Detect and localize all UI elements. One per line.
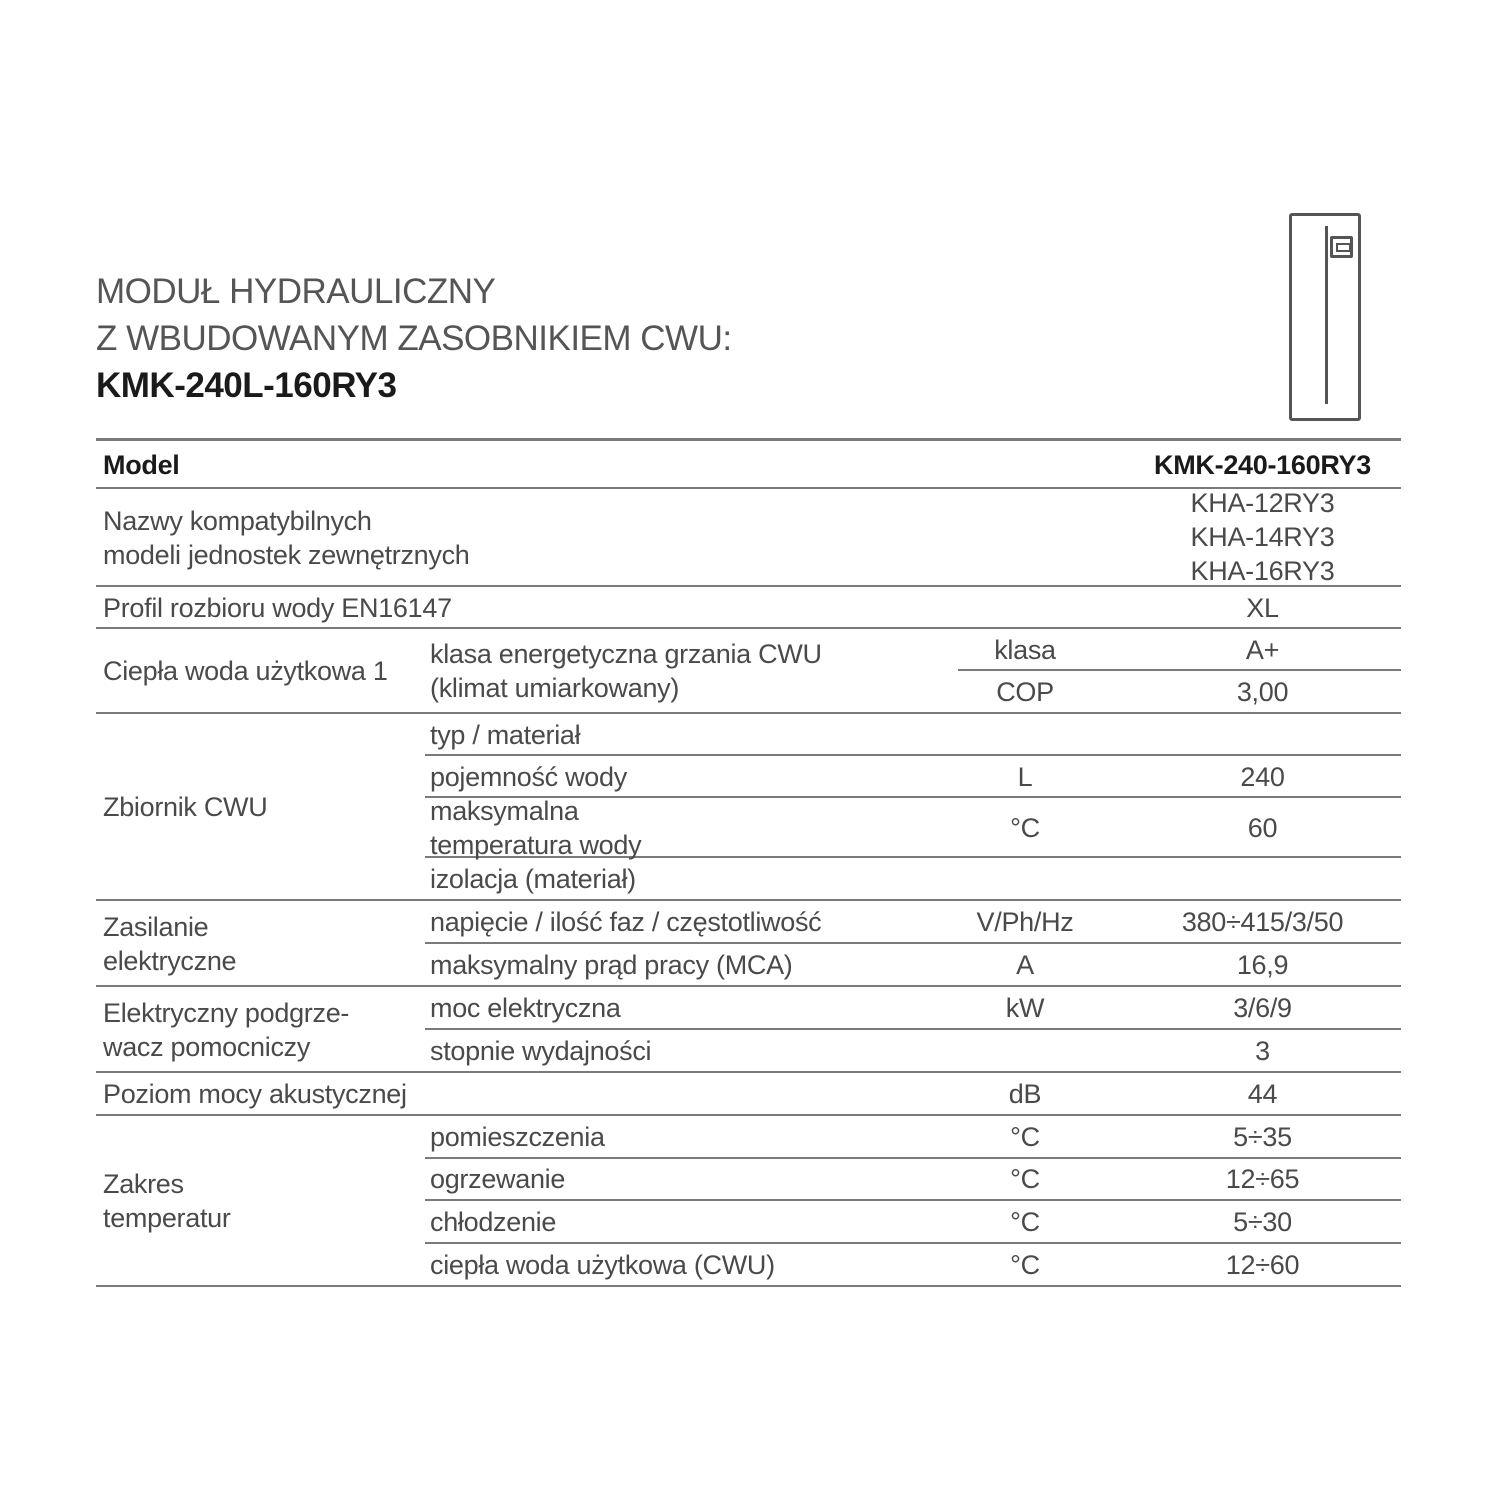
- unit: °C: [1010, 812, 1040, 843]
- divider: [958, 669, 1401, 671]
- value: 3,00: [1236, 677, 1289, 707]
- title-line-1: MODUŁ HYDRAULICZNY: [96, 272, 496, 311]
- sub: ciepła woda użytkowa (CWU): [430, 1250, 775, 1280]
- value: 380÷415/3/50: [1181, 907, 1344, 937]
- sub: pojemność wody: [430, 761, 627, 792]
- value: 3/6/9: [1233, 993, 1292, 1023]
- tank-label: Zbiornik CWU: [103, 792, 268, 822]
- unit: °C: [1010, 1250, 1040, 1280]
- profile-label: Profil rozbioru wody EN16147: [103, 592, 452, 623]
- dhw-label: Ciepła woda użytkowa 1: [103, 656, 388, 686]
- divider: [425, 796, 1401, 798]
- temps-label: Zakres temperatur: [103, 1116, 423, 1286]
- value: 44: [1247, 1079, 1278, 1109]
- divider: [96, 1071, 1401, 1073]
- sub-line: temperatura wody: [430, 830, 642, 860]
- label-line: Zasilanie: [103, 911, 209, 942]
- header-model-label: Model: [103, 450, 180, 480]
- value: 5÷30: [1233, 1207, 1292, 1237]
- divider: [425, 754, 1401, 756]
- compat-model: KHA-14RY3: [1190, 522, 1335, 552]
- label-line: Elektryczny podgrze-: [103, 997, 350, 1028]
- unit: °C: [1010, 1122, 1040, 1152]
- unit: kW: [1005, 993, 1045, 1023]
- divider: [425, 942, 1401, 944]
- sub-line: klasa energetyczna grzania CWU: [430, 639, 822, 669]
- compat-label: Nazwy kompatybilnych modeli jednostek zew…: [103, 489, 470, 586]
- unit: klasa: [994, 634, 1056, 665]
- title-line-2: Z WBUDOWANYM ZASOBNIKIEM CWU:: [96, 319, 732, 358]
- divider: [96, 712, 1401, 714]
- value: 12÷60: [1225, 1250, 1300, 1280]
- sub: moc elektryczna: [430, 993, 621, 1023]
- label-line: elektryczne: [103, 945, 237, 976]
- divider: [96, 899, 1401, 901]
- value: 60: [1247, 812, 1278, 843]
- label-line: temperatur: [103, 1203, 231, 1233]
- compat-model: KHA-12RY3: [1190, 488, 1335, 518]
- divider: [96, 1114, 1401, 1116]
- title-model: KMK-240L-160RY3: [96, 366, 397, 405]
- unit: COP: [996, 677, 1054, 707]
- divider: [96, 585, 1401, 587]
- divider: [96, 487, 1401, 489]
- divider: [425, 1242, 1401, 1244]
- unit: L: [1017, 761, 1033, 792]
- unit: A: [1016, 950, 1034, 980]
- sub-line: (klimat umiarkowany): [430, 673, 680, 703]
- profile-value: XL: [1246, 592, 1279, 623]
- sub-line: maksymalna: [430, 796, 579, 826]
- unit: V/Ph/Hz: [976, 907, 1074, 937]
- compat-model: KHA-16RY3: [1190, 556, 1335, 586]
- divider: [96, 438, 1401, 441]
- value: 3: [1255, 1036, 1270, 1066]
- sub: maksymalny prąd pracy (MCA): [430, 950, 793, 980]
- sub: maksymalna temperatura wody: [430, 796, 955, 860]
- sub: stopnie wydajności: [430, 1036, 652, 1066]
- label-line: Nazwy kompatybilnych: [103, 505, 372, 536]
- sub: napięcie / ilość faz / częstotliwość: [430, 907, 822, 937]
- value: 240: [1240, 761, 1285, 792]
- unit: °C: [1010, 1207, 1040, 1237]
- value: A+: [1245, 634, 1280, 665]
- power-label: Zasilanie elektryczne: [103, 901, 423, 986]
- unit: dB: [1008, 1079, 1042, 1109]
- value: 12÷65: [1225, 1164, 1300, 1194]
- divider: [425, 1199, 1401, 1201]
- unit: °C: [1010, 1164, 1040, 1194]
- divider: [96, 1285, 1401, 1287]
- sub: pomieszczenia: [430, 1122, 605, 1152]
- value: 5÷35: [1233, 1122, 1292, 1152]
- divider: [96, 627, 1401, 629]
- noise-label: Poziom mocy akustycznej: [103, 1079, 407, 1109]
- sub: izolacja (materiał): [430, 864, 636, 894]
- sub: ogrzewanie: [430, 1164, 566, 1194]
- header-model-value: KMK-240-160RY3: [1154, 450, 1371, 480]
- compat-values: KHA-12RY3 KHA-14RY3 KHA-16RY3: [1125, 487, 1400, 587]
- sub: typ / materiał: [430, 719, 581, 750]
- divider: [425, 1157, 1401, 1159]
- heater-label: Elektryczny podgrze-wacz pomocniczy: [103, 987, 423, 1072]
- hydraulic-module-unit-icon: [1289, 213, 1361, 421]
- value: 16,9: [1236, 950, 1289, 980]
- divider: [425, 856, 1401, 858]
- dhw-sub: klasa energetyczna grzania CWU (klimat um…: [430, 629, 955, 713]
- label-line: Zakres: [103, 1169, 184, 1199]
- label-line: modeli jednostek zewnętrznych: [103, 539, 470, 570]
- label-line: wacz pomocniczy: [103, 1031, 311, 1062]
- sub: chłodzenie: [430, 1207, 557, 1237]
- divider: [425, 1028, 1401, 1030]
- divider: [96, 985, 1401, 987]
